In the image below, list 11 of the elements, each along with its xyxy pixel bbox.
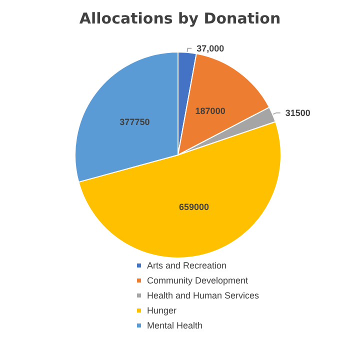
data-label: 31500 [285, 108, 310, 118]
data-label: 187000 [195, 106, 226, 116]
legend-label: Health and Human Services [147, 290, 260, 300]
chart-title: Allocations by Donation [79, 10, 281, 28]
legend-label: Community Development [147, 276, 249, 286]
data-label: 659000 [178, 202, 209, 212]
data-label: 377750 [120, 116, 150, 127]
legend-label: Hunger [147, 306, 177, 316]
legend-label: Mental Health [147, 320, 203, 330]
data-label: 37,000 [196, 43, 224, 54]
legend-label: Arts and Recreation [147, 260, 227, 270]
